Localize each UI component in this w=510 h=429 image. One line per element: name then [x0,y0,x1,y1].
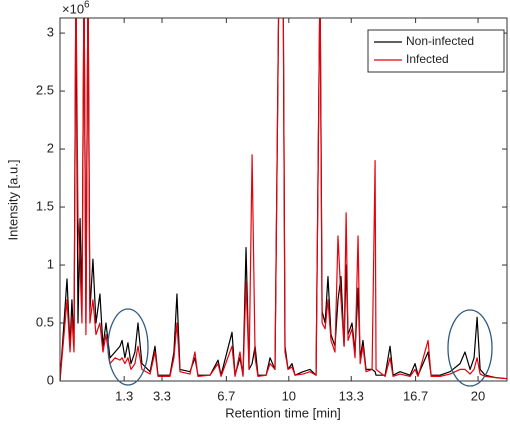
y-multiplier-base: ×10 [62,1,84,16]
data-line [60,18,507,381]
x-tick-label: 3.3 [153,388,171,403]
plot-lines [60,18,507,381]
legend-box [367,29,505,73]
y-tick-label: 1 [47,256,54,271]
x-tick-label: 16.7 [403,388,428,403]
y-axis-label: Intensity [a.u.] [5,160,20,241]
y-tick-label: 3 [47,25,54,40]
y-multiplier-power: 6 [84,0,90,11]
x-tick-label: 13.3 [339,388,364,403]
x-axis-label: Retention time [min] [225,405,341,420]
plot-frame [59,17,508,382]
x-tick-label: 6.7 [217,388,235,403]
x-tick-label: 10 [282,388,296,403]
highlight-ellipse [107,308,149,386]
y-tick-label: 2 [47,140,54,155]
x-tick-label: 1.3 [115,388,133,403]
y-tick-label: 0 [47,372,54,387]
legend-label: Non-infected [406,34,474,48]
y-tick-label: 0.5 [36,314,54,329]
data-line [60,18,507,381]
legend-label: Infected [406,52,449,66]
highlight-ellipse [447,309,493,387]
x-tick-label: 20 [471,388,485,403]
y-tick-label: 2.5 [36,83,54,98]
y-tick-label: 1.5 [36,198,54,213]
